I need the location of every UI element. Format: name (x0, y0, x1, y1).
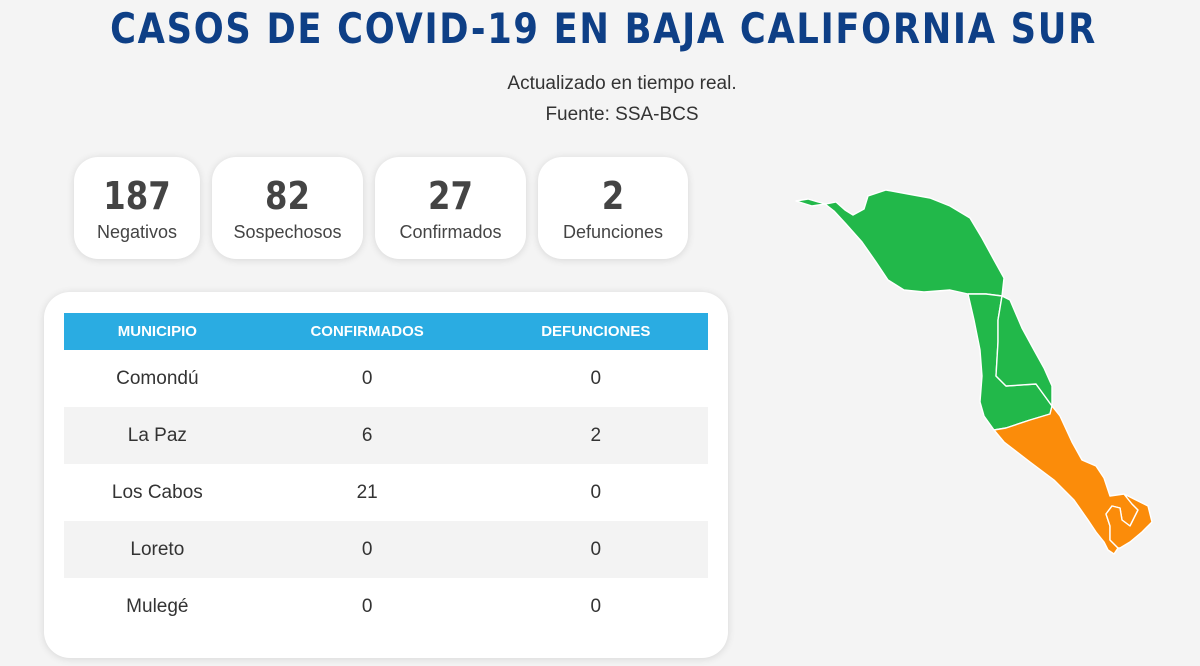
update-note: Actualizado en tiempo real. (507, 73, 737, 94)
cell-municipio: La Paz (64, 407, 251, 464)
cell-defunciones: 0 (483, 521, 708, 578)
table-row: Loreto 0 0 (64, 521, 708, 578)
map-region-loscabos (1105, 493, 1153, 549)
baja-california-sur-map (795, 189, 1153, 555)
stat-label: Negativos (96, 222, 178, 242)
stat-label: Defunciones (562, 222, 664, 242)
cell-defunciones: 0 (590, 367, 602, 389)
cell-confirmados: 0 (361, 367, 373, 389)
stat-card-sospechosos: 82 Sospechosos (212, 157, 363, 259)
page-title: CASOS DE COVID-19 EN BAJA CALIFORNIA SUR (110, 4, 1097, 53)
cell-municipio: Loreto (64, 521, 251, 578)
cell-defunciones: 0 (590, 481, 602, 503)
stat-card-confirmados: 27 Confirmados (375, 157, 526, 259)
stat-value: 27 (428, 174, 473, 218)
table-row: Mulegé 0 0 (64, 578, 708, 635)
cell-confirmados: 6 (250, 407, 484, 464)
stat-label: Sospechosos (233, 222, 342, 242)
cell-defunciones: 2 (483, 407, 708, 464)
cell-confirmados: 0 (361, 595, 373, 617)
stat-card-defunciones: 2 Defunciones (538, 157, 688, 259)
stat-value: 187 (103, 174, 171, 218)
cell-defunciones: 0 (590, 595, 602, 617)
table-row: Comondú 0 0 (64, 350, 708, 407)
cell-municipio: Mulegé (126, 595, 189, 617)
municipios-table: MUNICIPIO CONFIRMADOS DEFUNCIONES Comond… (64, 313, 708, 635)
stat-card-negativos: 187 Negativos (74, 157, 200, 259)
column-header-municipio: MUNICIPIO (64, 313, 251, 350)
map-region-mulege (795, 189, 1005, 297)
stat-label: Confirmados (399, 222, 502, 242)
column-header-defunciones: DEFUNCIONES (483, 313, 708, 350)
cell-municipio: Comondú (116, 367, 199, 389)
column-header-confirmados: CONFIRMADOS (250, 313, 484, 350)
stat-value: 82 (265, 174, 310, 218)
stat-value: 2 (601, 174, 625, 218)
table-row: La Paz 6 2 (64, 407, 708, 464)
table-header-row: MUNICIPIO CONFIRMADOS DEFUNCIONES (64, 313, 708, 350)
municipios-table-card: MUNICIPIO CONFIRMADOS DEFUNCIONES Comond… (44, 292, 728, 658)
cell-confirmados: 21 (356, 481, 378, 503)
cell-municipio: Los Cabos (111, 481, 203, 503)
table-row: Los Cabos 21 0 (64, 464, 708, 521)
cell-confirmados: 0 (250, 521, 484, 578)
source-note: Fuente: SSA-BCS (545, 104, 699, 125)
